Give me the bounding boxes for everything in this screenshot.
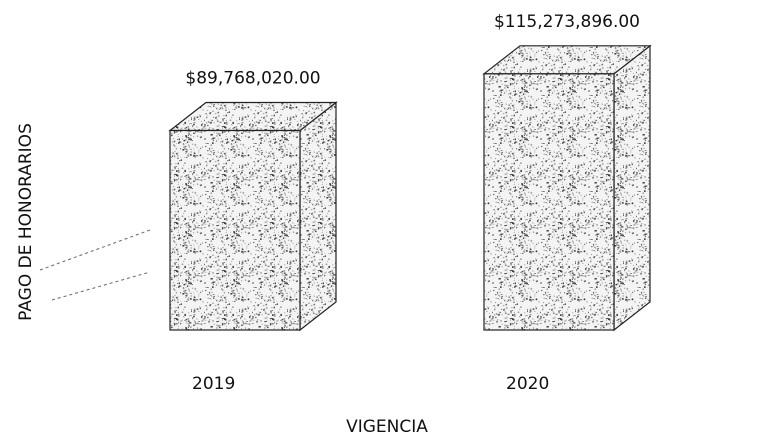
x-tick-label: 2019 [192, 374, 235, 394]
y-axis-label: PAGO DE HONORARIOS [16, 123, 36, 321]
floor-edge [51, 271, 151, 301]
bar [483, 73, 615, 331]
bar-side [299, 101, 337, 332]
value-label: $89,768,020.00 [185, 69, 320, 89]
bar-side [613, 44, 651, 332]
floor-edge [39, 229, 151, 271]
x-tick-label: 2020 [506, 374, 549, 394]
bar [169, 129, 301, 331]
value-label: $115,273,896.00 [494, 12, 640, 32]
x-axis-label: VIGENCIA [346, 417, 428, 433]
